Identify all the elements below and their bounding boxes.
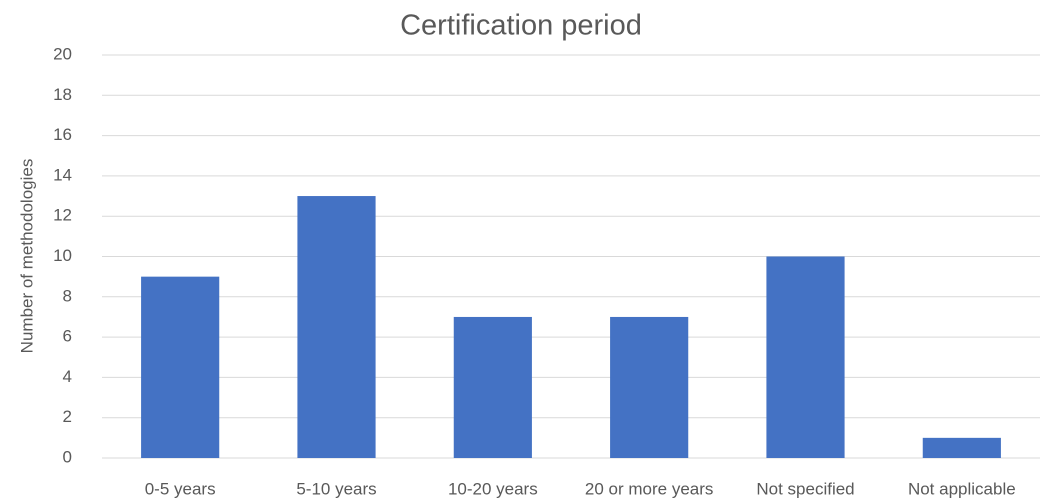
- y-tick-label: 6: [63, 327, 72, 346]
- y-tick-label: 12: [53, 206, 72, 225]
- y-tick-label: 14: [53, 165, 72, 184]
- bar: [610, 316, 689, 458]
- y-tick-label: 16: [53, 125, 72, 144]
- x-tick-label: 0-5 years: [145, 479, 216, 498]
- bar: [766, 256, 845, 458]
- y-axis-label: Number of methodologies: [17, 159, 36, 354]
- bar: [297, 196, 376, 459]
- x-tick-label: 5-10 years: [296, 479, 376, 498]
- y-tick-label: 0: [63, 447, 72, 466]
- x-tick-label: 20 or more years: [585, 479, 714, 498]
- y-tick-label: 18: [53, 85, 72, 104]
- bar: [141, 276, 220, 458]
- chart-title: Certification period: [400, 10, 642, 42]
- y-tick-label: 8: [63, 286, 72, 305]
- x-tick-label: Not specified: [756, 479, 854, 498]
- x-tick-label: 10-20 years: [448, 479, 538, 498]
- x-tick-label: Not applicable: [908, 479, 1016, 498]
- bar: [453, 316, 532, 458]
- y-tick-label: 4: [63, 367, 72, 386]
- y-tick-label: 20: [53, 44, 72, 63]
- bar: [922, 437, 1001, 458]
- y-tick-label: 2: [63, 407, 72, 426]
- y-tick-label: 10: [53, 246, 72, 265]
